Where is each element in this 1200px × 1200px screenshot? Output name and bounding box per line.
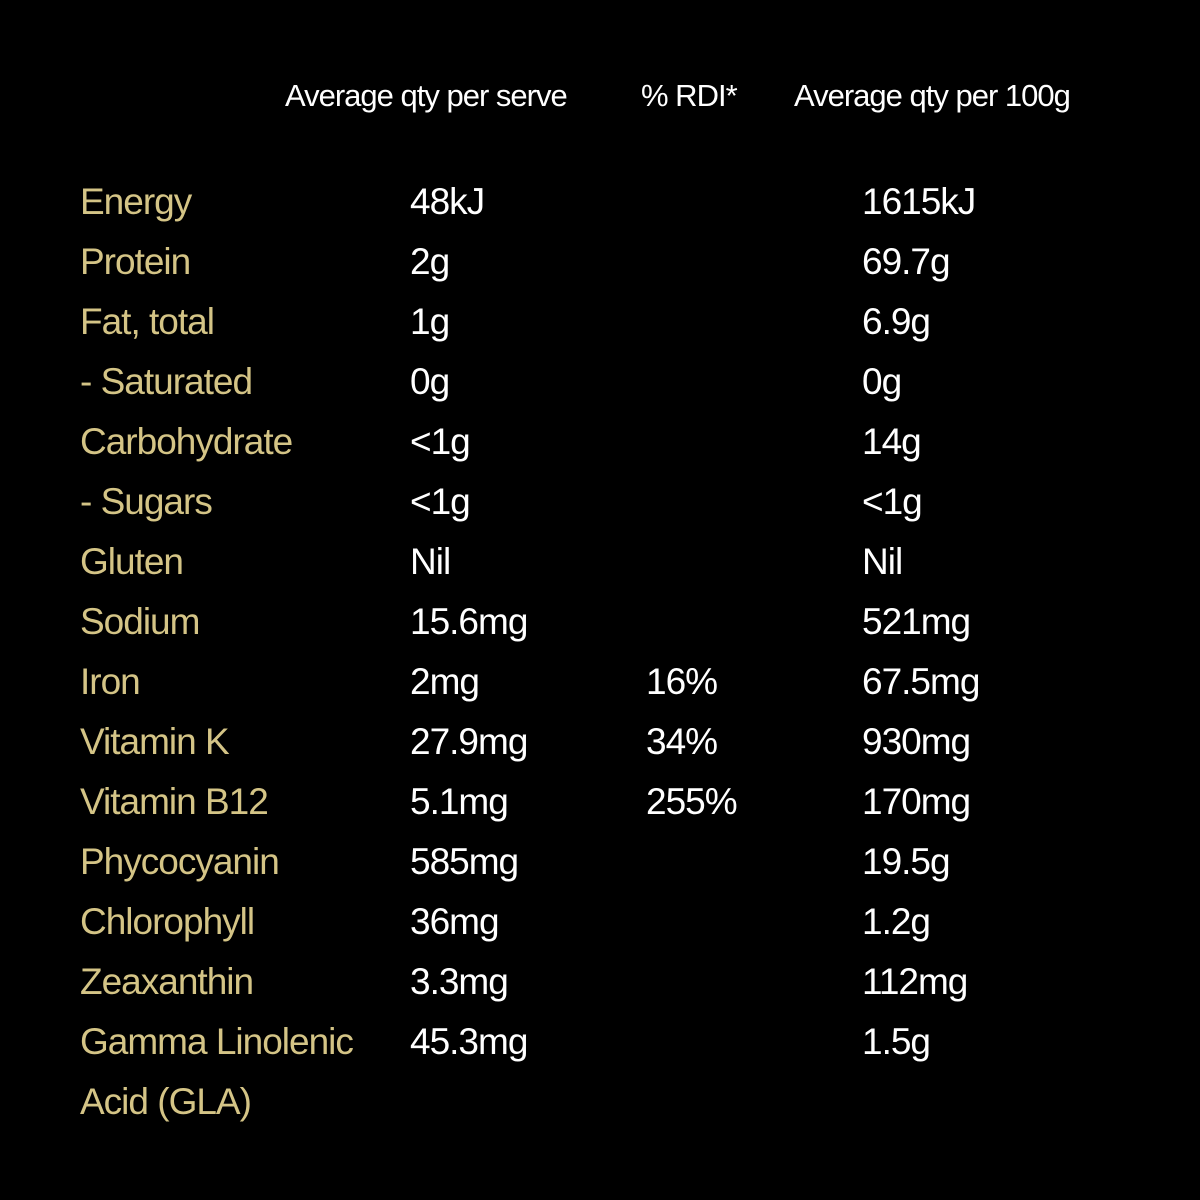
nutrient-label: - Sugars <box>80 481 213 522</box>
per-serve-value: 585mg <box>410 841 519 882</box>
per-100g-value: <1g <box>862 481 923 522</box>
rdi-value: 34% <box>646 721 718 762</box>
table-row: Sodium 15.6mg 521mg <box>0 592 1200 652</box>
per-serve-value: 15.6mg <box>410 601 528 642</box>
per-100g-value: 19.5g <box>862 841 951 882</box>
per-serve-value: 2mg <box>410 661 480 702</box>
per-serve-value: 0g <box>410 361 450 402</box>
table-row: Vitamin K 27.9mg 34% 930mg <box>0 712 1200 772</box>
per-serve-value: <1g <box>410 421 471 462</box>
per-100g-value: 1.5g <box>862 1021 931 1062</box>
per-100g-value: 1.2g <box>862 901 931 942</box>
per-100g-value: 14g <box>862 421 922 462</box>
table-row: Protein 2g 69.7g <box>0 232 1200 292</box>
per-100g-value: 6.9g <box>862 301 931 342</box>
table-row: Energy 48kJ 1615kJ <box>0 172 1200 232</box>
table-row: Carbohydrate <1g 14g <box>0 412 1200 472</box>
nutrient-label: Gluten <box>80 541 184 582</box>
table-row: Iron 2mg 16% 67.5mg <box>0 652 1200 712</box>
rdi-value: 255% <box>646 781 738 822</box>
per-100g-value: 170mg <box>862 781 971 822</box>
per-100g-value: 0g <box>862 361 902 402</box>
nutrient-label: Energy <box>80 181 192 222</box>
table-row: Zeaxanthin 3.3mg 112mg <box>0 952 1200 1012</box>
nutrient-label: Fat, total <box>80 301 215 342</box>
per-100g-value: 112mg <box>862 961 968 1002</box>
per-serve-value: <1g <box>410 481 471 522</box>
per-serve-value: 45.3mg <box>410 1021 528 1062</box>
nutrient-label: Vitamin K <box>80 721 230 762</box>
nutrient-label: Protein <box>80 241 191 282</box>
per-serve-value: 1g <box>410 301 450 342</box>
table-row: - Saturated 0g 0g <box>0 352 1200 412</box>
table-row: Gamma Linolenic Acid (GLA) 45.3mg 1.5g <box>0 1012 1200 1122</box>
nutrient-label: Zeaxanthin <box>80 961 254 1002</box>
nutrient-label: Chlorophyll <box>80 901 255 942</box>
nutrient-label: Iron <box>80 661 141 702</box>
nutrient-label: Sodium <box>80 601 200 642</box>
table-row: Gluten Nil Nil <box>0 532 1200 592</box>
nutrient-label: - Saturated <box>80 361 253 402</box>
per-100g-value: 930mg <box>862 721 971 762</box>
per-100g-value: 1615kJ <box>862 181 976 222</box>
table-row: Phycocyanin 585mg 19.5g <box>0 832 1200 892</box>
per-serve-value: 36mg <box>410 901 500 942</box>
per-100g-value: 521mg <box>862 601 971 642</box>
table-row: - Sugars <1g <1g <box>0 472 1200 532</box>
nutrient-label: Carbohydrate <box>80 421 293 462</box>
per-100g-value: 69.7g <box>862 241 951 282</box>
table-row: Vitamin B12 5.1mg 255% 170mg <box>0 772 1200 832</box>
per-serve-value: Nil <box>410 541 451 582</box>
per-100g-value: 67.5mg <box>862 661 980 702</box>
per-serve-value: 48kJ <box>410 181 485 222</box>
table-row: Chlorophyll 36mg 1.2g <box>0 892 1200 952</box>
per-serve-value: 5.1mg <box>410 781 509 822</box>
nutrient-label: Gamma Linolenic Acid (GLA) <box>80 1021 354 1122</box>
column-header-per-serve: Average qty per serve <box>285 78 568 113</box>
column-header-per-100g: Average qty per 100g <box>794 78 1071 113</box>
per-serve-value: 2g <box>410 241 450 282</box>
nutrition-table: Energy 48kJ 1615kJ Protein 2g 69.7g Fat, total… <box>0 172 1200 1122</box>
per-serve-value: 3.3mg <box>410 961 509 1002</box>
per-100g-value: Nil <box>862 541 903 582</box>
nutrient-label: Vitamin B12 <box>80 781 269 822</box>
rdi-value: 16% <box>646 661 718 702</box>
nutrient-label: Phycocyanin <box>80 841 280 882</box>
column-header-rdi: % RDI* <box>641 78 738 113</box>
table-row: Fat, total 1g 6.9g <box>0 292 1200 352</box>
per-serve-value: 27.9mg <box>410 721 528 762</box>
